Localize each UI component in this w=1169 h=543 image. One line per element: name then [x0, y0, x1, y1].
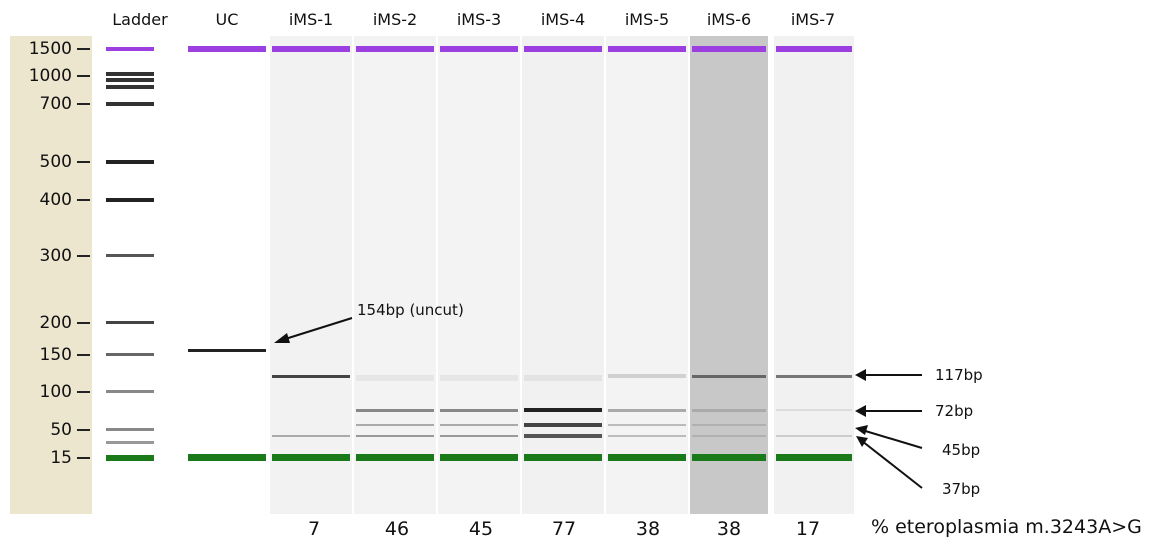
annotation-arrows — [274, 317, 923, 489]
heteroplasmy-ims1: 7 — [307, 518, 321, 540]
sample-bands — [188, 349, 852, 438]
lower-marker-bands — [188, 454, 852, 461]
heteroplasmy-ims4: 77 — [551, 518, 577, 540]
lane-header-ims7: iMS-7 — [790, 10, 836, 29]
lane-header-ladder: Ladder — [112, 10, 168, 29]
ladder-lane-bands — [106, 47, 154, 461]
band-ims1-45 — [272, 435, 350, 437]
heteroplasmy-ims7: 17 — [795, 518, 821, 540]
annotation-37bp: 37bp — [942, 480, 981, 498]
ladder-label-50: 50 — [50, 420, 72, 440]
ladder-label-150: 150 — [39, 345, 72, 365]
heteroplasmy-ims2: 46 — [384, 518, 410, 540]
lane-header-ims6: iMS-6 — [706, 10, 752, 29]
ladder-label-400: 400 — [39, 190, 72, 210]
lane-header-ims4: iMS-4 — [540, 10, 586, 29]
upper-marker-bands — [188, 46, 852, 52]
lane-header-ims3: iMS-3 — [456, 10, 502, 29]
lane-ims7-bg — [774, 36, 854, 514]
ladder-label-500: 500 — [39, 152, 72, 172]
ladder-label-1000: 1000 — [28, 66, 72, 86]
ladder-label-15: 15 — [50, 448, 72, 468]
band-uc-154 — [188, 349, 266, 352]
lane-ims3-bg — [438, 36, 520, 514]
lane-ims1-bg — [270, 36, 352, 514]
annotation-117bp: 117bp — [935, 366, 983, 384]
annotation-72bp: 72bp — [935, 402, 974, 420]
ladder-ticks — [77, 48, 90, 459]
heteroplasmy-ims3: 45 — [468, 518, 494, 540]
ladder-label-100: 100 — [39, 382, 72, 402]
heteroplasmy-ims5: 38 — [635, 518, 661, 540]
ladder-label-700: 700 — [39, 94, 72, 114]
heteroplasmy-ims6: 38 — [716, 518, 742, 540]
lane-header-ims1: iMS-1 — [288, 10, 334, 29]
lane-header-ims5: iMS-5 — [624, 10, 670, 29]
lane-uc-bg — [186, 36, 268, 514]
lane-ims4-bg — [522, 36, 604, 514]
lane-header-uc: UC — [215, 10, 239, 29]
annotation-45bp: 45bp — [942, 441, 981, 459]
size-scale-panel — [10, 36, 92, 514]
ladder-label-1500: 1500 — [28, 39, 72, 59]
lane-header-ims2: iMS-2 — [372, 10, 418, 29]
heteroplasmy-label: % eteroplasmia m.3243A>G — [871, 516, 1142, 538]
ladder-label-300: 300 — [39, 246, 72, 266]
band-ims1-117 — [272, 375, 350, 378]
ladder-label-200: 200 — [39, 313, 72, 333]
lane-ims6-bg — [690, 36, 768, 514]
lane-ims5-bg — [606, 36, 688, 514]
lane-ims2-bg — [354, 36, 436, 514]
annotation-uncut: 154bp (uncut) — [357, 301, 464, 319]
